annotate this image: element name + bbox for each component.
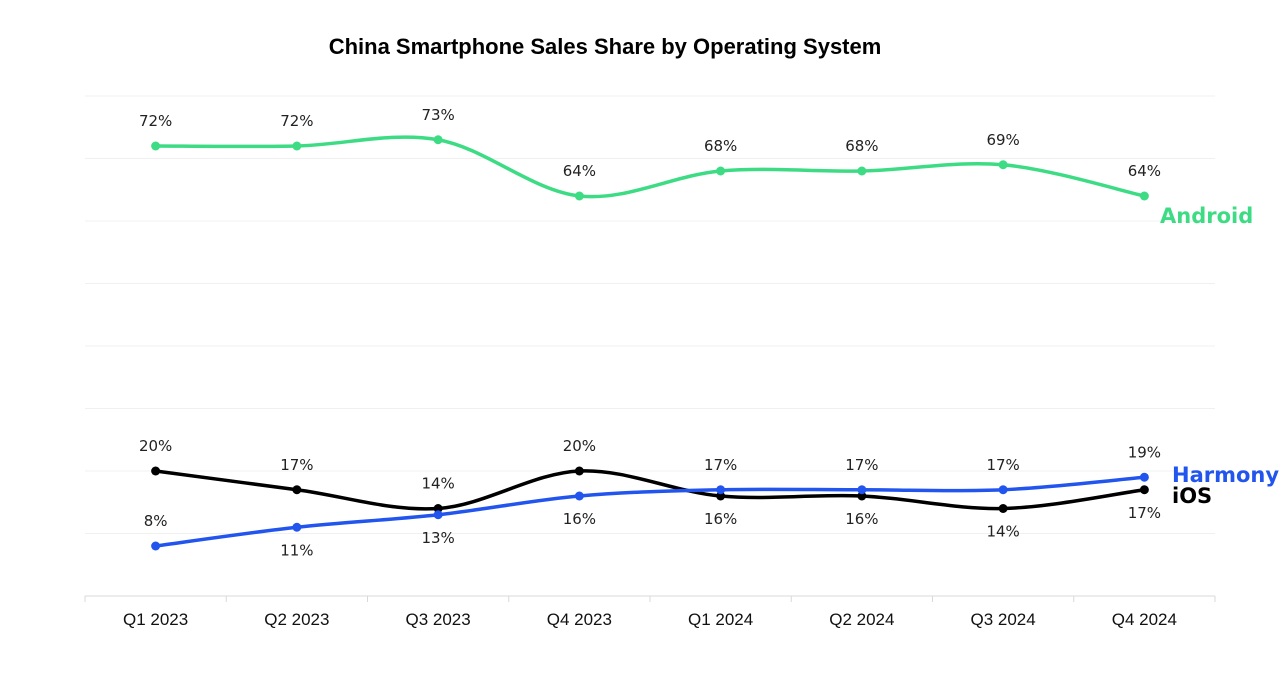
data-label-ios: 14% — [986, 523, 1019, 541]
data-point-harmony — [716, 485, 726, 495]
data-label-harmony: 17% — [704, 456, 737, 474]
data-point-android — [433, 135, 443, 145]
data-label-ios: 14% — [421, 475, 454, 493]
data-point-harmony — [857, 485, 867, 495]
series-line-harmony — [153, 475, 1147, 548]
data-point-harmony — [574, 491, 584, 501]
x-tick-label: Q3 2023 — [406, 610, 471, 629]
data-point-ios — [998, 504, 1008, 513]
data-label-harmony: 19% — [1128, 443, 1161, 461]
x-tick-label: Q1 2023 — [123, 610, 188, 629]
data-point-ios — [292, 485, 302, 495]
data-point-android — [1139, 191, 1149, 201]
data-label-ios: 16% — [704, 510, 737, 528]
data-point-harmony — [151, 541, 161, 551]
data-label-android: 68% — [845, 137, 878, 155]
x-axis: Q1 2023 Q2 2023 Q3 2023 Q4 2023 Q1 2024 Q2 20… — [84, 595, 1216, 629]
series-line-android — [153, 135, 1147, 199]
data-label-ios: 20% — [139, 437, 172, 455]
x-tick-label: Q4 2024 — [1112, 610, 1177, 629]
data-label-harmony: 13% — [421, 529, 454, 547]
data-label-harmony: 17% — [845, 456, 878, 474]
data-label-android: 64% — [1128, 162, 1161, 180]
x-tick-label: Q4 2023 — [547, 610, 612, 629]
data-point-android — [716, 166, 726, 176]
chart-title: China Smartphone Sales Share by Operatin… — [328, 34, 882, 59]
data-point-harmony — [433, 510, 443, 520]
data-labels: 72% 72% 73% 64% 68% 68% 69% 64% 20% 17% 14% 20% 16% 1… — [139, 106, 1279, 560]
data-label-android: 64% — [563, 162, 596, 180]
x-tick-label: Q2 2024 — [829, 610, 894, 629]
gridlines — [85, 95, 1215, 534]
data-label-android: 73% — [421, 106, 454, 124]
data-point-harmony — [292, 522, 302, 532]
data-point-android — [292, 141, 302, 151]
data-point-harmony — [1139, 472, 1149, 482]
x-tick-label: Q3 2024 — [971, 610, 1036, 629]
data-point-android — [151, 141, 161, 151]
data-point-ios — [857, 491, 867, 501]
data-point-harmony — [998, 485, 1008, 495]
legend-label-android: Android — [1160, 204, 1253, 228]
data-point-ios — [433, 504, 443, 513]
data-point-android — [998, 160, 1008, 170]
data-label-ios: 16% — [845, 510, 878, 528]
data-label-android: 72% — [139, 112, 172, 130]
data-label-android: 72% — [280, 112, 313, 130]
data-point-ios — [151, 466, 161, 476]
data-point-ios — [1139, 485, 1149, 495]
data-label-android: 69% — [986, 131, 1019, 149]
series-lines — [151, 135, 1149, 551]
data-label-ios: 20% — [563, 437, 596, 455]
data-label-harmony: 11% — [280, 541, 313, 559]
data-point-android — [574, 191, 584, 201]
x-tick-label: Q2 2023 — [264, 610, 329, 629]
data-point-android — [857, 166, 867, 176]
series-line-ios — [153, 469, 1147, 511]
data-point-ios — [574, 466, 584, 476]
data-point-ios — [716, 491, 726, 501]
data-label-ios: 17% — [1128, 504, 1161, 522]
data-label-ios: 17% — [280, 456, 313, 474]
legend-label-ios: iOS — [1172, 484, 1212, 508]
x-tick-label: Q1 2024 — [688, 610, 753, 629]
data-label-harmony: 16% — [563, 510, 596, 528]
data-label-android: 68% — [704, 137, 737, 155]
data-label-harmony: 8% — [144, 512, 168, 530]
legend-label-harmony: Harmony — [1172, 463, 1279, 487]
data-label-harmony: 17% — [986, 456, 1019, 474]
